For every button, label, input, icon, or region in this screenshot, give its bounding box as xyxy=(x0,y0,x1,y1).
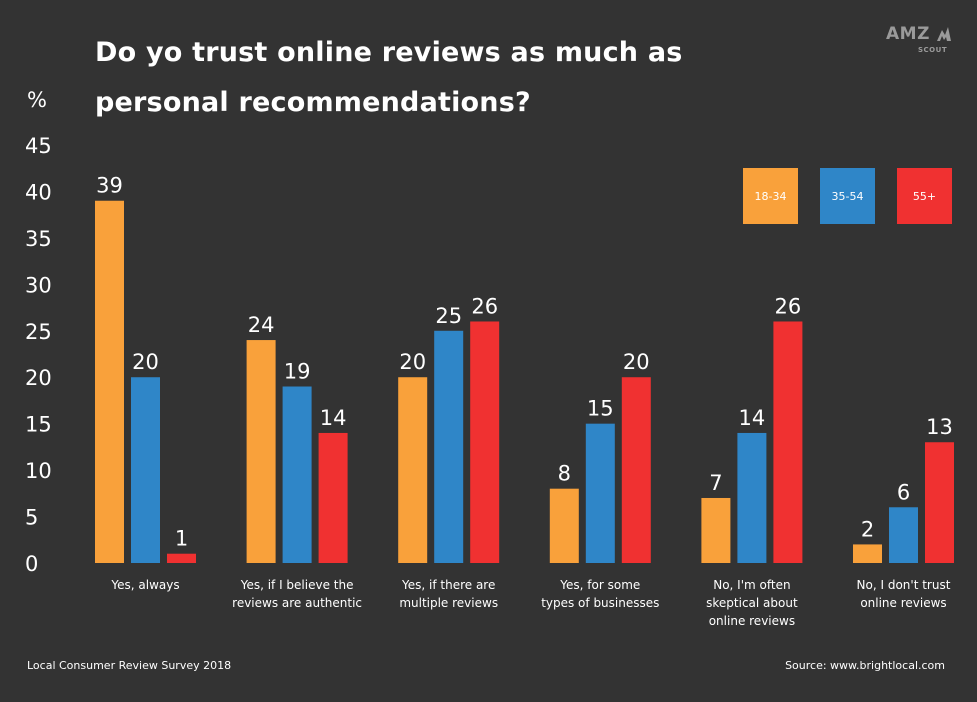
data-label: 15 xyxy=(587,397,614,421)
y-tick-label: 35 xyxy=(25,227,52,251)
bar-55+-3 xyxy=(621,377,651,563)
bar-35-54-5 xyxy=(889,507,918,563)
data-label: 14 xyxy=(320,406,347,430)
data-label: 26 xyxy=(775,294,802,318)
bar-18-34-2 xyxy=(398,377,428,563)
legend-item-35-54: 35-54 xyxy=(820,168,875,224)
bar-18-34-5 xyxy=(853,544,882,563)
bar-35-54-3 xyxy=(585,423,615,563)
source-credit: Source: www.brightlocal.com xyxy=(785,659,945,672)
category-label: Yes, for some xyxy=(559,578,640,592)
y-tick-label: 45 xyxy=(25,134,52,158)
legend-item-18-34: 18-34 xyxy=(743,168,798,224)
category-label: No, I'm often xyxy=(713,578,790,592)
bar-55+-4 xyxy=(773,321,803,563)
bar-18-34-0 xyxy=(95,200,124,563)
category-label: No, I don't trust xyxy=(857,578,951,592)
data-label: 8 xyxy=(558,462,571,486)
data-label: 13 xyxy=(926,415,953,439)
y-axis-unit-label: % xyxy=(27,88,47,112)
y-tick-label: 15 xyxy=(25,413,52,437)
y-tick-label: 25 xyxy=(25,320,52,344)
data-label: 1 xyxy=(175,527,188,551)
data-label: 6 xyxy=(897,480,910,504)
y-tick-label: 20 xyxy=(25,366,52,390)
logo-text: AMZ xyxy=(886,24,930,44)
chart-title: Do yo trust online reviews as much as pe… xyxy=(95,37,683,118)
data-label: 19 xyxy=(284,360,311,384)
category-label: Yes, always xyxy=(110,578,179,592)
bar-18-34-3 xyxy=(549,488,579,563)
category-label: types of businesses xyxy=(541,596,659,610)
data-label: 20 xyxy=(132,350,159,374)
data-label: 20 xyxy=(623,350,650,374)
logo-arrow-icon xyxy=(937,27,951,41)
legend-item-55-plus: 55+ xyxy=(897,168,952,224)
brand-logo: AMZ SCOUT xyxy=(886,24,956,64)
bar-55+-5 xyxy=(925,442,954,563)
data-label: 7 xyxy=(709,471,722,495)
category-label: skeptical about xyxy=(706,596,798,610)
data-label: 20 xyxy=(399,350,426,374)
category-label: Yes, if I believe the xyxy=(240,578,354,592)
category-label: online reviews xyxy=(860,596,946,610)
bar-18-34-1 xyxy=(246,340,276,563)
data-label: 26 xyxy=(471,294,498,318)
bar-55+-0 xyxy=(167,553,196,563)
bar-35-54-0 xyxy=(131,377,160,563)
bar-55+-1 xyxy=(318,432,348,563)
data-label: 24 xyxy=(248,313,275,337)
survey-name: Local Consumer Review Survey 2018 xyxy=(27,659,232,672)
bar-35-54-2 xyxy=(434,330,464,563)
data-label: 39 xyxy=(96,174,123,198)
category-label: online reviews xyxy=(709,614,795,628)
bar-35-54-1 xyxy=(282,386,312,563)
data-label: 25 xyxy=(435,304,462,328)
y-tick-label: 5 xyxy=(25,506,38,530)
data-label: 2 xyxy=(861,517,874,541)
bar-18-34-4 xyxy=(701,497,731,563)
bar-35-54-4 xyxy=(737,432,767,563)
data-label: 14 xyxy=(739,406,766,430)
y-tick-label: 0 xyxy=(25,552,38,576)
category-label: multiple reviews xyxy=(399,596,498,610)
category-label: Yes, if there are xyxy=(401,578,495,592)
y-tick-label: 40 xyxy=(25,180,52,204)
category-label: reviews are authentic xyxy=(232,596,362,610)
logo-subtext: SCOUT xyxy=(918,46,948,54)
y-tick-label: 10 xyxy=(25,459,52,483)
bar-55+-2 xyxy=(470,321,500,563)
y-tick-label: 30 xyxy=(25,273,52,297)
